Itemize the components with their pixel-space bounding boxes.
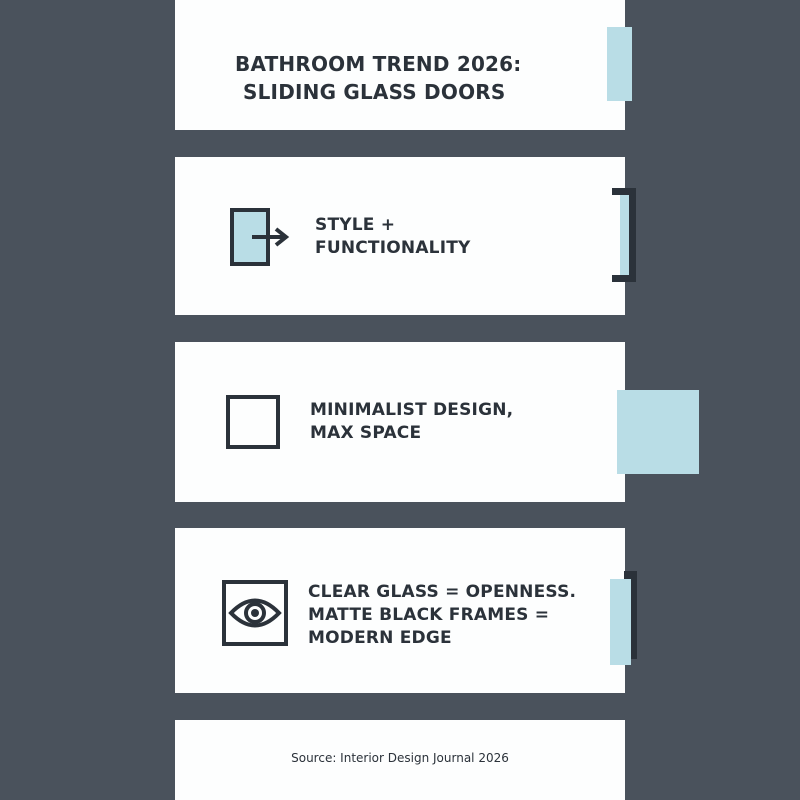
text-line: FUNCTIONALITY [315,238,471,258]
source-text: Source: Interior Design Journal 2026 [291,751,509,765]
feature-card-2: MINIMALIST DESIGN, MAX SPACE [175,342,625,502]
bracket-decoration [612,188,636,282]
square-icon [226,395,280,449]
accent-bar [607,27,632,101]
accent-square [617,390,699,474]
text-line: MAX SPACE [310,423,422,443]
page-title: BATHROOM TREND 2026: SLIDING GLASS DOORS [235,50,522,106]
accent-bar [610,579,631,665]
text-line: MINIMALIST DESIGN, [310,400,514,420]
text-line: STYLE + [315,215,396,235]
feature-text-3: CLEAR GLASS = OPENNESS. MATTE BLACK FRAM… [308,581,576,650]
title-line-2: SLIDING GLASS DOORS [243,80,506,104]
feature-text-2: MINIMALIST DESIGN, MAX SPACE [310,399,513,445]
text-line: MODERN EDGE [308,628,452,648]
eye-icon [222,580,288,646]
source-card: Source: Interior Design Journal 2026 [175,720,625,800]
title-line-1: BATHROOM TREND 2026: [235,52,522,76]
title-card: BATHROOM TREND 2026: SLIDING GLASS DOORS [175,0,625,130]
sliding-door-arrow-icon [230,208,290,266]
feature-text-1: STYLE + FUNCTIONALITY [315,214,471,260]
text-line: MATTE BLACK FRAMES = [308,605,550,625]
feature-card-3: CLEAR GLASS = OPENNESS. MATTE BLACK FRAM… [175,528,625,693]
feature-card-1: STYLE + FUNCTIONALITY [175,157,625,315]
text-line: CLEAR GLASS = OPENNESS. [308,582,577,602]
